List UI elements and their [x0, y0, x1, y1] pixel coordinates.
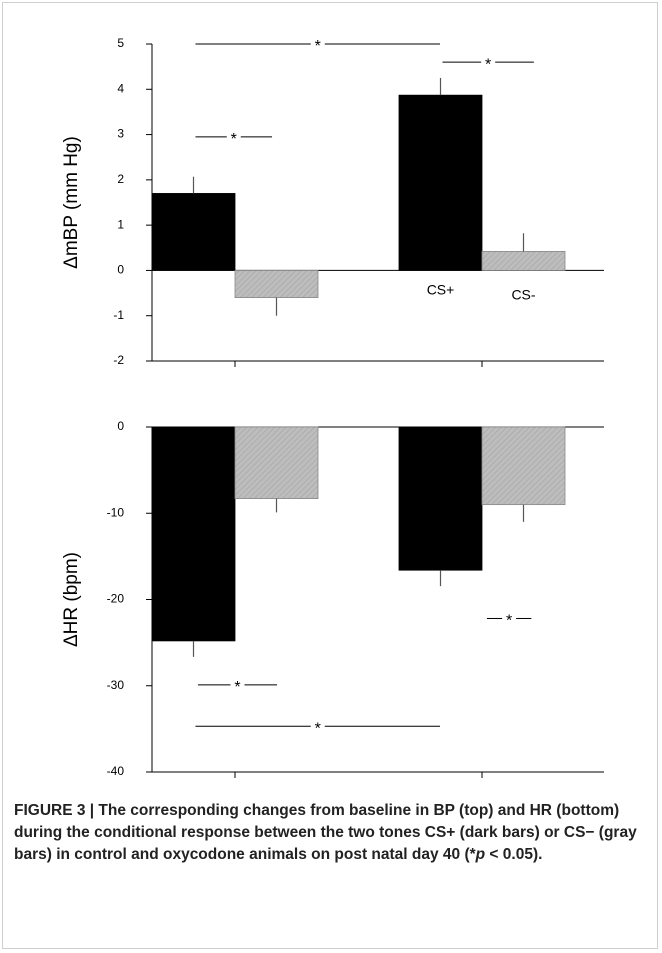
y-axis-label: ΔmBP (mm Hg) — [61, 136, 82, 269]
significance-mark: * — [234, 679, 240, 696]
bar — [151, 193, 236, 271]
bar — [234, 270, 319, 298]
bar — [151, 426, 236, 642]
bar — [398, 94, 483, 271]
y-tick-label: 3 — [117, 127, 124, 141]
bar-label: CS+ — [427, 282, 455, 298]
bar — [398, 426, 483, 571]
y-axis-label: ΔHR (bpm) — [61, 552, 82, 647]
y-tick-label: -30 — [107, 678, 125, 692]
significance-mark: * — [485, 56, 491, 73]
x-tick-label: Oxycodone — [434, 788, 530, 790]
significance-mark: * — [506, 613, 512, 630]
y-tick-label: -2 — [113, 353, 124, 367]
bar — [481, 426, 566, 506]
caption-italic: p — [475, 846, 486, 863]
y-tick-label: 0 — [117, 419, 124, 433]
y-tick-label: 0 — [117, 263, 124, 277]
significance-mark: * — [315, 38, 321, 55]
y-tick-label: 5 — [117, 36, 124, 50]
bar-label: CS- — [511, 287, 535, 303]
y-tick-label: -40 — [107, 764, 125, 778]
bar — [481, 251, 566, 271]
y-tick-label: 1 — [117, 217, 124, 231]
y-tick-label: -1 — [113, 308, 124, 322]
bar — [234, 426, 319, 499]
caption-text: < 0.05). — [485, 846, 543, 863]
y-tick-label: -10 — [107, 505, 125, 519]
y-tick-label: 4 — [117, 81, 124, 95]
y-tick-label: -20 — [107, 592, 125, 606]
y-tick-label: 2 — [117, 172, 124, 186]
caption: FIGURE 3 | The corresponding changes fro… — [14, 800, 644, 866]
x-tick-label: Control — [204, 788, 265, 790]
significance-mark: * — [315, 721, 321, 738]
significance-mark: * — [231, 131, 237, 148]
caption-text: FIGURE 3 | The corresponding changes fro… — [14, 802, 637, 863]
